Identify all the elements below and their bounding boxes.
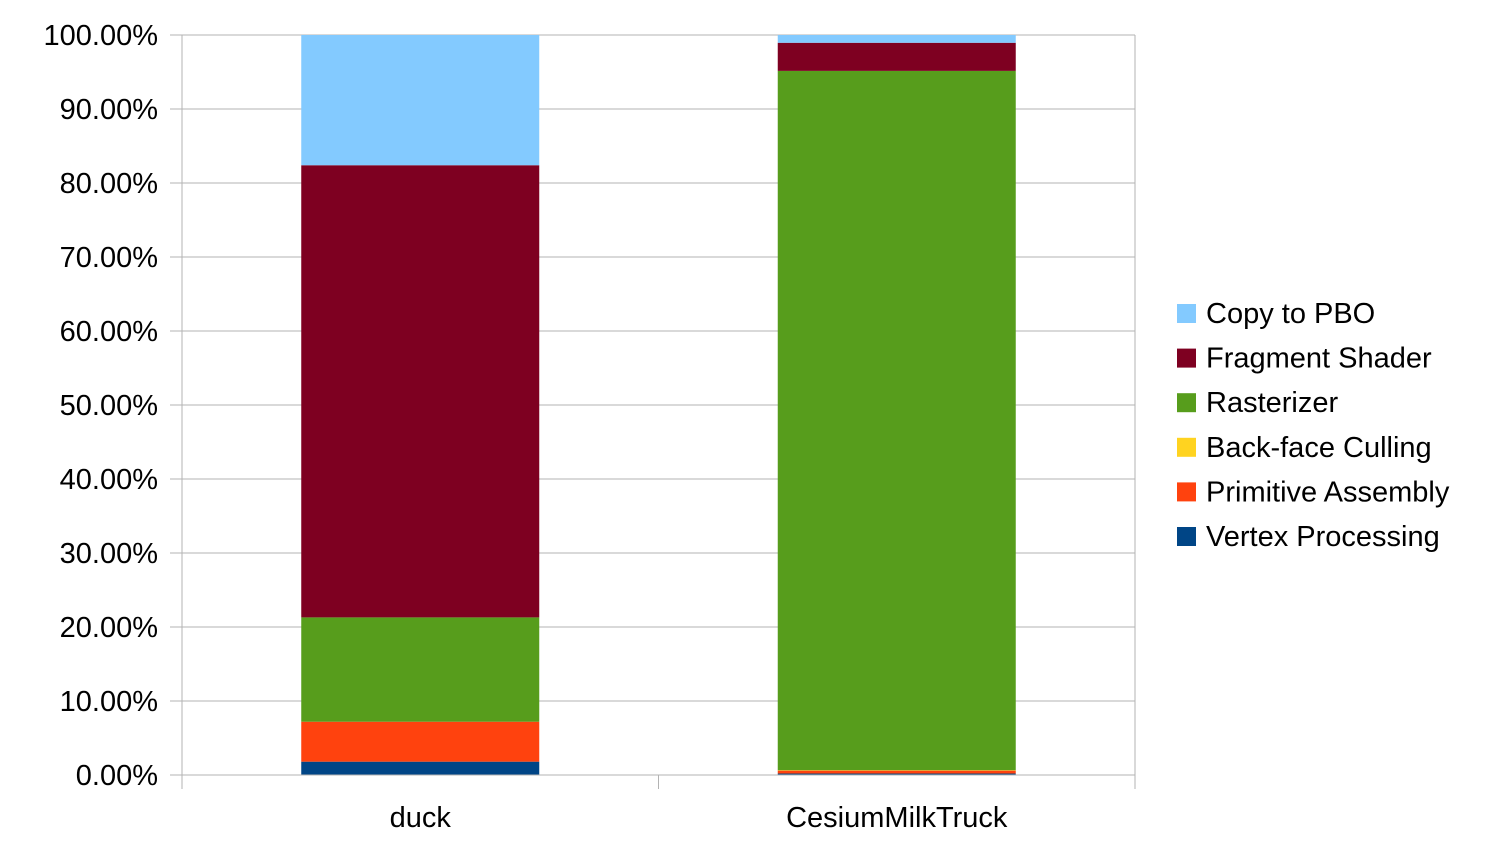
legend-item-primitive-assembly: Primitive Assembly	[1177, 476, 1450, 508]
legend-label-fragment-shader: Fragment Shader	[1206, 343, 1432, 375]
y-tick-label: 100.00%	[44, 20, 159, 52]
legend-label-rasterizer: Rasterizer	[1206, 387, 1338, 419]
y-tick-label: 50.00%	[60, 390, 158, 422]
bar-segment-cesiummilktruck-back-face-culling	[777, 770, 1016, 771]
y-tick-label: 80.00%	[60, 168, 158, 200]
category-labels: duck CesiumMilkTruck	[390, 802, 1008, 834]
legend-swatch-vertex-processing	[1177, 527, 1196, 546]
y-tick-label: 20.00%	[60, 612, 158, 644]
bar-segment-duck-vertex-processing	[301, 761, 540, 775]
legend-label-copy-to-pbo: Copy to PBO	[1206, 298, 1375, 330]
legend-item-vertex-processing: Vertex Processing	[1177, 521, 1440, 553]
y-tick-labels: 0.00% 10.00% 20.00% 30.00% 40.00% 50.00% 60.00…	[44, 20, 159, 792]
legend-label-back-face-culling: Back-face Culling	[1206, 432, 1432, 464]
legend-swatch-rasterizer	[1177, 393, 1196, 413]
legend-swatch-fragment-shader	[1177, 348, 1196, 368]
bar-segment-duck-rasterizer	[301, 617, 540, 722]
legend-swatch-back-face-culling	[1177, 437, 1196, 457]
y-tick-label: 30.00%	[60, 538, 158, 570]
axes	[170, 34, 1136, 789]
y-tick-label: 90.00%	[60, 94, 158, 126]
bar-segment-duck-primitive-assembly	[301, 721, 540, 762]
legend-swatch-primitive-assembly	[1177, 482, 1196, 502]
category-label-cesiummilktruck: CesiumMilkTruck	[786, 802, 1008, 834]
bar-segment-duck-copy-to-pbo	[301, 35, 540, 166]
legend: Copy to PBO Fragment Shader Rasterizer Back…	[1177, 298, 1450, 553]
legend-swatch-copy-to-pbo	[1177, 304, 1196, 323]
bar-segment-cesiummilktruck-rasterizer	[777, 70, 1016, 771]
y-tick-label: 70.00%	[60, 242, 158, 274]
bar-segment-cesiummilktruck-copy-to-pbo	[777, 35, 1016, 43]
y-tick-label: 60.00%	[60, 316, 158, 348]
bar-segment-cesiummilktruck-primitive-assembly	[777, 770, 1016, 774]
bar-segment-cesiummilktruck-fragment-shader	[777, 42, 1016, 71]
legend-label-primitive-assembly: Primitive Assembly	[1206, 476, 1450, 508]
y-tick-label: 40.00%	[60, 464, 158, 496]
bar-segment-cesiummilktruck-vertex-processing	[777, 773, 1016, 775]
legend-item-back-face-culling: Back-face Culling	[1177, 432, 1432, 464]
y-tick-label: 0.00%	[76, 760, 158, 792]
legend-item-rasterizer: Rasterizer	[1177, 387, 1338, 419]
y-tick-label: 10.00%	[60, 686, 158, 718]
bar-segment-duck-fragment-shader	[301, 165, 540, 618]
legend-item-copy-to-pbo: Copy to PBO	[1177, 298, 1375, 330]
category-label-duck: duck	[390, 802, 452, 834]
legend-item-fragment-shader: Fragment Shader	[1177, 343, 1432, 375]
legend-label-vertex-processing: Vertex Processing	[1206, 521, 1440, 553]
bars	[301, 35, 1016, 775]
